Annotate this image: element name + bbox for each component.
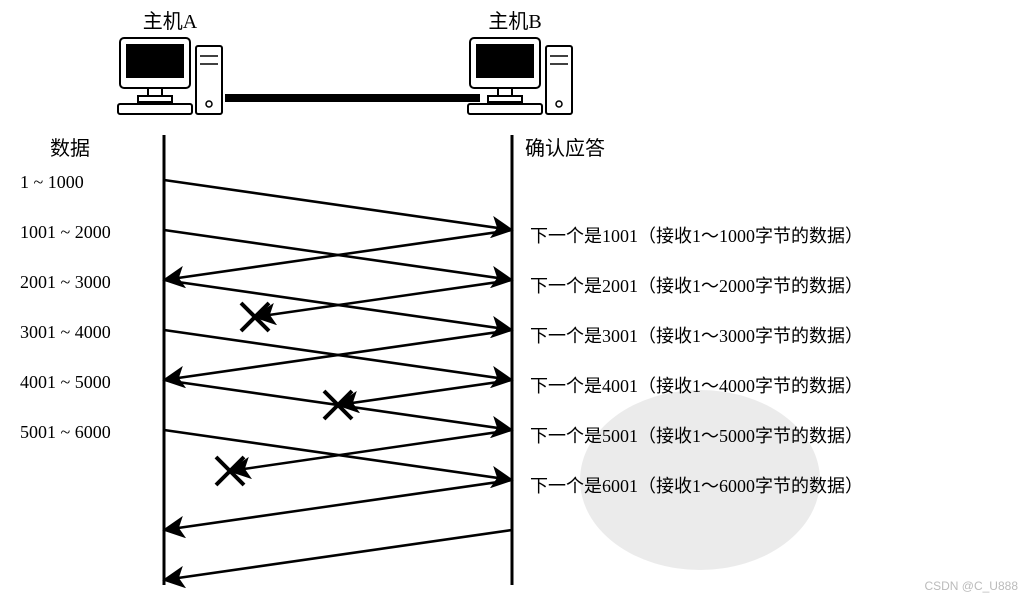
data-arrows — [164, 180, 512, 480]
data-header: 数据 — [50, 137, 90, 160]
ack-label: 下一个是2001（接收1～2000字节的数据） — [530, 276, 863, 296]
ack-label: 下一个是1001（接收1～1000字节的数据） — [530, 226, 863, 246]
data-range-label: 5001 ~ 6000 — [20, 422, 111, 442]
ack-label: 下一个是6001（接收1～6000字节的数据） — [530, 476, 863, 496]
host-b-label: 主机B — [488, 10, 541, 33]
data-range-label: 1001 ~ 2000 — [20, 222, 111, 242]
data-labels: 1 ~ 1000 1001 ~ 2000 2001 ~ 3000 3001 ~ 400… — [20, 172, 111, 442]
ack-header: 确认应答 — [525, 137, 605, 160]
host-b-icon — [468, 38, 572, 114]
data-range-label: 1 ~ 1000 — [20, 172, 84, 192]
ack-arrow-lost — [338, 380, 512, 405]
data-arrow — [164, 180, 512, 230]
host-a-icon — [118, 38, 222, 114]
ack-label: 下一个是3001（接收1～3000字节的数据） — [530, 326, 863, 346]
ack-arrow-lost — [230, 430, 512, 471]
ack-label: 下一个是5001（接收1～5000字节的数据） — [530, 426, 863, 446]
attribution-text: CSDN @C_U888 — [924, 579, 1018, 593]
ack-label: 下一个是4001（接收1～4000字节的数据） — [530, 376, 863, 396]
data-range-label: 4001 ~ 5000 — [20, 372, 111, 392]
data-range-label: 3001 ~ 4000 — [20, 322, 111, 342]
ack-arrows — [164, 230, 512, 580]
ack-arrow — [164, 530, 512, 580]
data-range-label: 2001 ~ 3000 — [20, 272, 111, 292]
host-a-label: 主机A — [143, 10, 198, 33]
ack-arrow — [164, 480, 512, 530]
sequence-diagram: 主机A 主机B 数据 确认应答 1 ~ 1000 1001 ~ 2000 2001 … — [0, 0, 1030, 599]
